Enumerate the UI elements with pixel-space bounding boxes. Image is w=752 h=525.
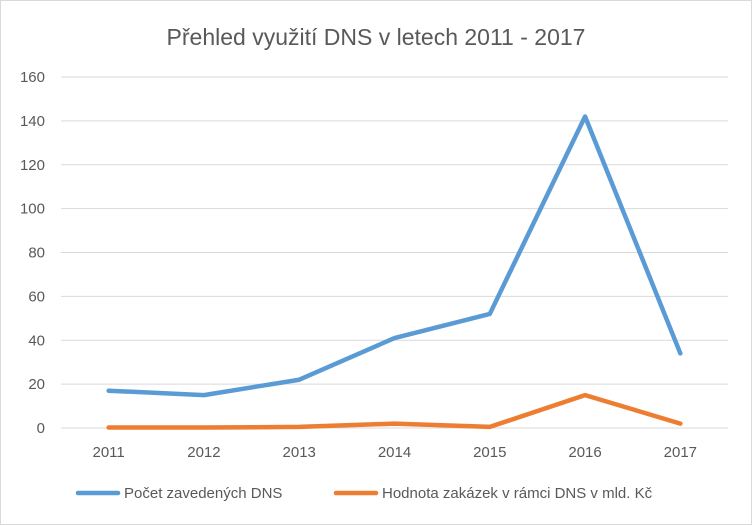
data-point xyxy=(393,336,396,340)
legend-item: Hodnota zakázek v rámci DNS v mld. Kč xyxy=(333,485,653,502)
x-tick-label: 2016 xyxy=(568,444,601,461)
data-point xyxy=(678,351,682,355)
legend-label: Hodnota zakázek v rámci DNS v mld. Kč xyxy=(382,485,653,502)
y-tick-label: 140 xyxy=(20,113,45,130)
y-tick-label: 20 xyxy=(28,376,45,393)
data-point xyxy=(488,312,492,316)
chart-title: Přehled využití DNS v letech 2011 - 2017 xyxy=(167,24,586,50)
y-tick-label: 0 xyxy=(37,420,45,437)
data-point xyxy=(297,378,301,382)
series-lines xyxy=(106,114,683,430)
x-tick-label: 2014 xyxy=(378,444,411,461)
y-tick-label: 160 xyxy=(20,69,45,86)
data-point xyxy=(107,389,111,393)
x-tick-label: 2013 xyxy=(283,444,316,461)
data-point xyxy=(297,425,301,429)
y-axis-tick-labels: 0 20 40 60 80 100 120 140 160 xyxy=(20,69,45,437)
y-tick-label: 100 xyxy=(20,201,45,218)
x-axis-tick-labels: 2011 2012 2013 2014 2015 2016 2017 xyxy=(93,444,698,461)
gridlines xyxy=(61,76,728,429)
legend-item: Počet zavedených DNS xyxy=(75,485,282,502)
data-point xyxy=(678,422,682,426)
data-point xyxy=(202,393,206,397)
legend: Počet zavedených DNS Hodnota zakázek v rá… xyxy=(75,485,653,502)
data-point xyxy=(393,422,396,426)
x-tick-label: 2017 xyxy=(664,444,697,461)
data-point xyxy=(107,426,111,430)
y-tick-label: 120 xyxy=(20,157,45,174)
y-tick-label: 40 xyxy=(28,332,45,349)
x-tick-label: 2011 xyxy=(93,444,125,461)
legend-label: Počet zavedených DNS xyxy=(124,485,282,502)
series-line-1 xyxy=(106,114,683,398)
data-point xyxy=(583,393,587,397)
y-tick-label: 80 xyxy=(28,245,45,262)
data-point xyxy=(202,426,206,430)
x-tick-label: 2012 xyxy=(187,444,220,461)
data-point xyxy=(488,425,492,429)
x-tick-label: 2015 xyxy=(473,444,506,461)
data-point xyxy=(583,114,587,118)
y-tick-label: 60 xyxy=(28,288,45,305)
